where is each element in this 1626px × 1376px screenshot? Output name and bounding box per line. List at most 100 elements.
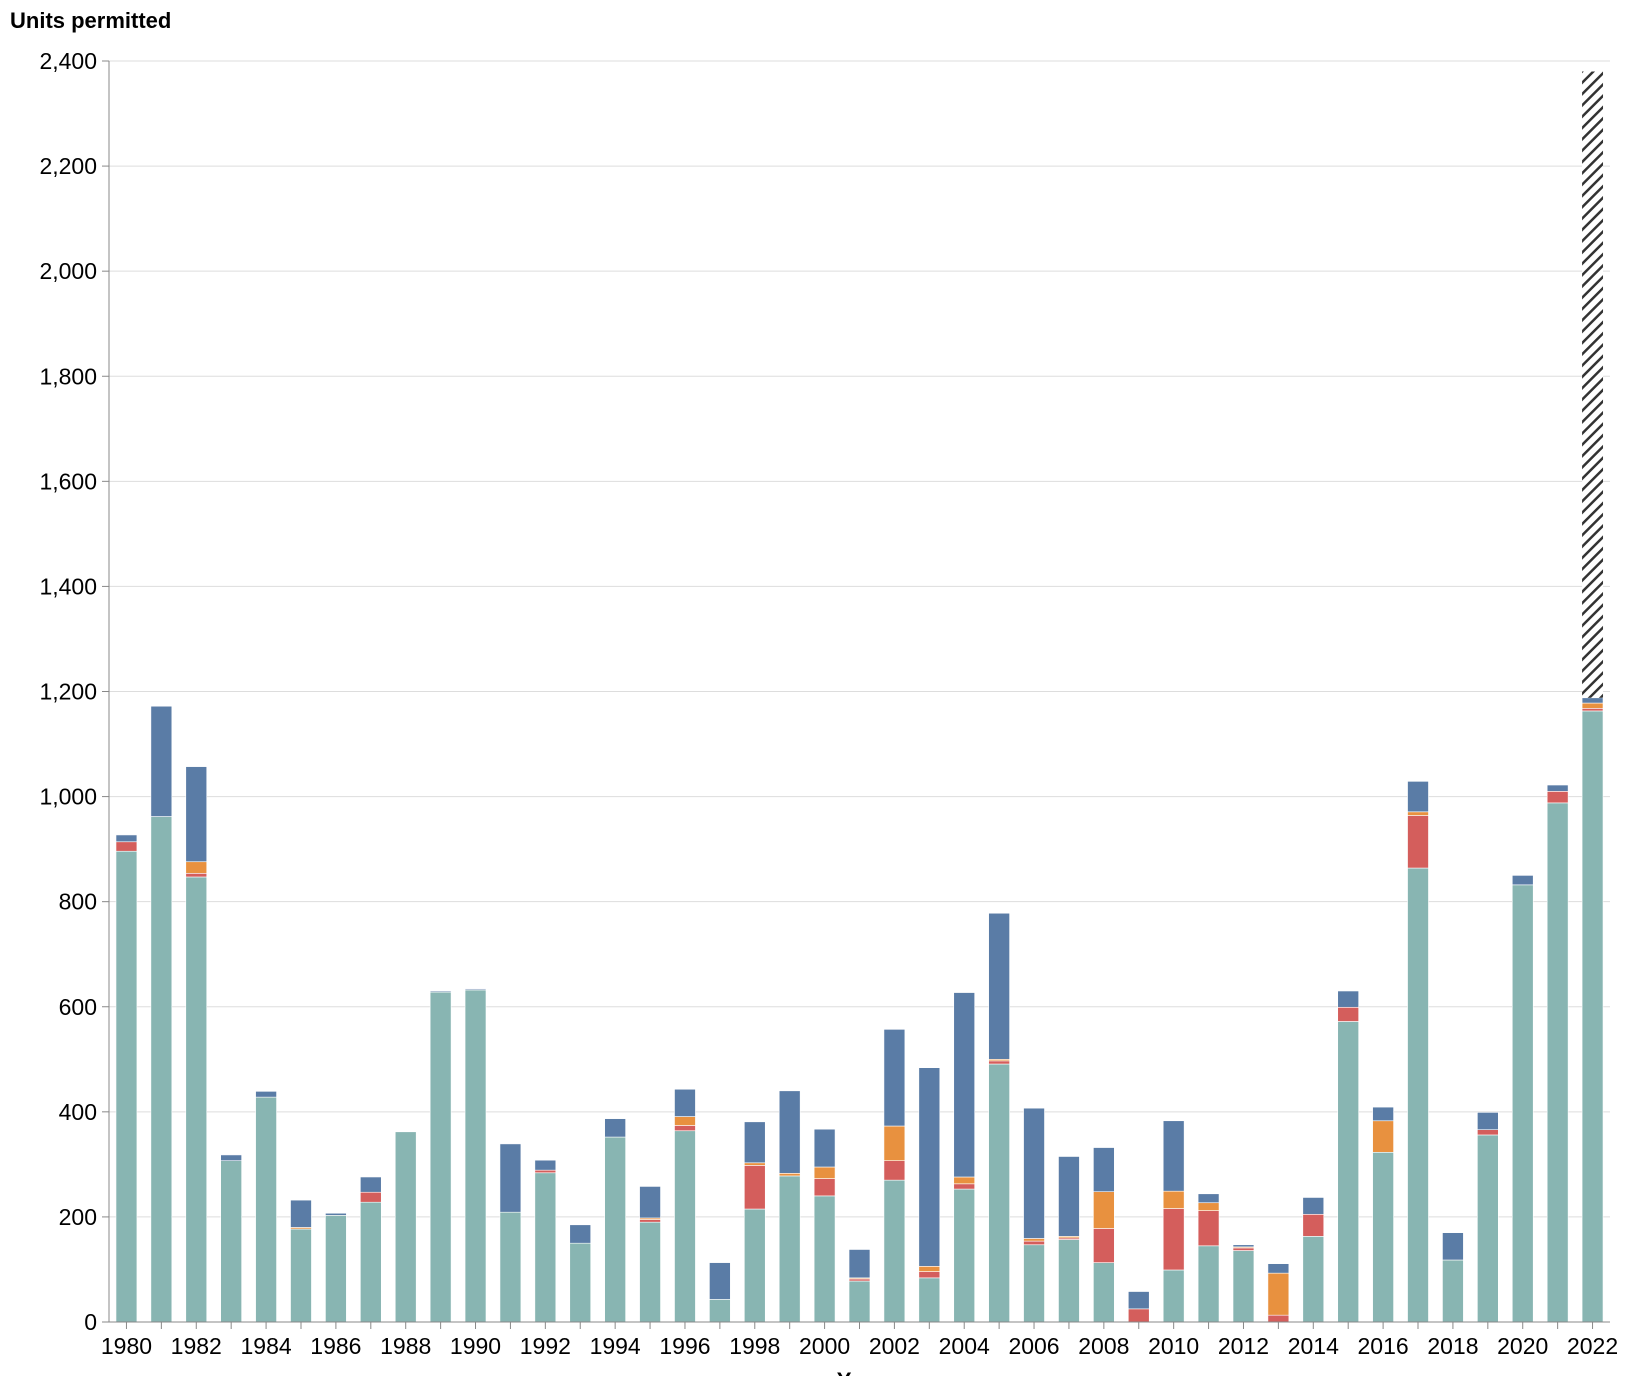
bar-segment-hatched <box>1582 71 1604 698</box>
y-tick-label: 1,000 <box>39 784 97 810</box>
bar-segment <box>1232 1247 1255 1251</box>
y-tick-label: 1,800 <box>39 363 97 389</box>
bar-segment <box>1511 884 1534 1323</box>
y-tick-label: 600 <box>59 994 97 1020</box>
bar-segment <box>1197 1245 1220 1323</box>
bar-segment <box>1477 1129 1499 1136</box>
bar-segment <box>1127 1291 1150 1310</box>
bar-segment <box>1442 1232 1464 1261</box>
x-tick-label: 2012 <box>1218 1333 1269 1359</box>
bar-segment <box>1093 1228 1115 1263</box>
bar-segment <box>220 1154 242 1161</box>
x-tick-label: 1986 <box>310 1333 361 1359</box>
bar-segment <box>255 1091 277 1098</box>
x-tick-label: 2000 <box>799 1333 850 1359</box>
bar-segment <box>1477 1134 1499 1323</box>
bar-segment <box>918 1266 941 1272</box>
y-tick-label: 2,200 <box>39 153 97 179</box>
bar-segment <box>1442 1259 1464 1323</box>
x-tick-label: 2008 <box>1078 1333 1129 1359</box>
bar-segment <box>150 705 173 817</box>
bar-segment <box>534 1159 557 1171</box>
bar-segment <box>1337 1006 1359 1022</box>
bar-segment <box>569 1224 592 1244</box>
bar-segment <box>185 872 208 878</box>
bar-segment <box>1337 990 1359 1008</box>
bar-segment <box>115 850 138 1323</box>
y-ticks: 0 200 400 600 800 1,000 1,200 1,400 1,600 1,800 2,… <box>39 48 109 1335</box>
bar-segment <box>1023 1240 1045 1246</box>
bar-segment <box>1267 1314 1290 1323</box>
bar-segment <box>1337 1021 1359 1323</box>
bar-segment <box>883 1029 906 1127</box>
bar-segment <box>429 991 452 1323</box>
bar-segment <box>464 988 487 991</box>
bar-segment <box>1023 1107 1045 1239</box>
bar-segment <box>1093 1147 1115 1192</box>
y-tick-label: 2,000 <box>39 258 97 284</box>
bar-segment <box>813 1178 836 1197</box>
bar-segment <box>394 1131 417 1323</box>
x-tick-label: 1980 <box>101 1333 152 1359</box>
bar-segment <box>1162 1208 1185 1271</box>
bar-segment <box>1267 1263 1290 1274</box>
bar-segment <box>360 1201 382 1323</box>
y-tick-label: 1,400 <box>39 573 97 599</box>
bar-segment <box>255 1096 277 1323</box>
x-tick-label: 1990 <box>450 1333 501 1359</box>
bar-segment <box>674 1088 696 1117</box>
bar-segment <box>569 1242 592 1323</box>
x-axis-title: Year <box>837 1368 884 1376</box>
bar-segment <box>185 861 208 874</box>
bar-segment <box>883 1125 906 1161</box>
bar-segment <box>1372 1106 1394 1122</box>
bar-segment <box>813 1166 836 1179</box>
bar-segment <box>674 1125 696 1132</box>
bar-segment <box>220 1160 242 1323</box>
bar-segment <box>848 1280 871 1323</box>
bar-segment <box>709 1299 731 1323</box>
x-tick-label: 2006 <box>1008 1333 1059 1359</box>
bar-segment <box>744 1208 766 1323</box>
bar-segment <box>744 1165 766 1210</box>
bar-segment <box>1581 697 1604 704</box>
x-ticks: 1980 1982 1984 1986 1988 1990 1992 1994 1996 1998… <box>101 1322 1618 1359</box>
bar-segment <box>1023 1238 1045 1242</box>
bar-segment <box>883 1160 906 1181</box>
bar-segment <box>1407 781 1429 813</box>
bar-segment <box>883 1179 906 1323</box>
bar-segment <box>1407 811 1429 816</box>
bar-segment <box>1093 1191 1115 1229</box>
bar-segment <box>744 1162 766 1166</box>
x-tick-label: 2002 <box>869 1333 920 1359</box>
x-tick-label: 2016 <box>1358 1333 1409 1359</box>
bar-segment <box>360 1176 382 1193</box>
bar-segment <box>325 1212 347 1216</box>
x-tick-label: 2010 <box>1148 1333 1199 1359</box>
bar-segment <box>709 1262 731 1300</box>
bar-segment <box>360 1191 382 1203</box>
bar-segment <box>1058 1156 1080 1237</box>
y-axis-title: Units permitted <box>10 8 171 33</box>
bar-segment <box>115 834 138 843</box>
bar-segment <box>150 816 173 1323</box>
bar-segment <box>1058 1239 1080 1323</box>
x-tick-label: 2014 <box>1288 1333 1339 1359</box>
bar-segment <box>604 1136 626 1323</box>
bar-segment <box>918 1277 941 1323</box>
bars <box>115 71 1604 1323</box>
y-tick-label: 0 <box>84 1309 97 1335</box>
bar-segment <box>988 1063 1010 1323</box>
bar-segment <box>1162 1120 1185 1192</box>
bar-segment <box>674 1116 696 1126</box>
bar-segment <box>744 1121 766 1164</box>
bar-segment <box>1162 1269 1185 1323</box>
bar-segment <box>1232 1244 1255 1248</box>
x-tick-label: 2020 <box>1497 1333 1548 1359</box>
y-tick-label: 800 <box>59 889 97 915</box>
bar-segment <box>1372 1151 1394 1323</box>
grid-lines <box>109 60 1610 1218</box>
bar-segment <box>1197 1210 1220 1247</box>
bar-segment <box>1546 784 1569 792</box>
